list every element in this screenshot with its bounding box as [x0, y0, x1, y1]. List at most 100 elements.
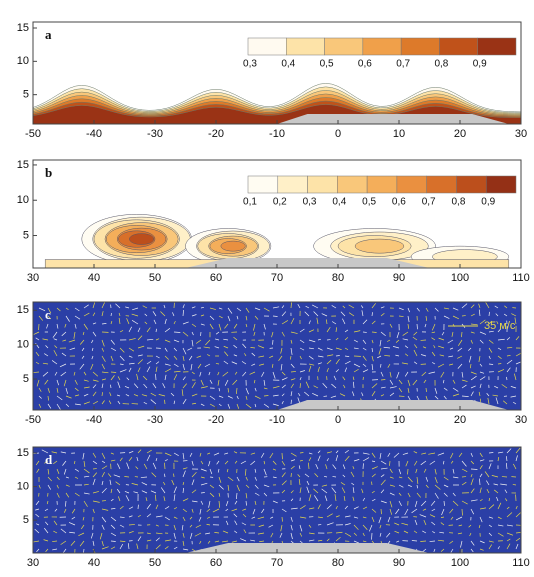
wind-vector	[137, 359, 143, 365]
wind-vector	[407, 492, 411, 498]
wind-vector	[407, 307, 410, 313]
wind-vector	[298, 478, 301, 486]
wind-vector	[488, 347, 493, 353]
wind-vector	[407, 315, 410, 323]
wind-vector	[378, 516, 382, 524]
wind-vector	[324, 495, 328, 502]
wind-vector	[59, 363, 67, 368]
wind-vector	[56, 492, 60, 498]
wind-vector	[479, 383, 482, 389]
wind-vector	[224, 323, 229, 329]
x-tick-label: 60	[210, 272, 222, 284]
wind-vector	[383, 346, 391, 349]
wind-vector	[479, 507, 487, 510]
wind-vector	[254, 476, 257, 481]
wind-vector	[281, 480, 287, 486]
wind-vector	[128, 515, 133, 518]
wind-vector	[461, 395, 469, 397]
wind-vector	[233, 344, 238, 349]
wind-vector	[200, 314, 205, 317]
wind-vector	[331, 487, 337, 494]
wind-vector	[182, 508, 187, 513]
wind-vector	[263, 460, 266, 465]
wind-vector	[63, 468, 67, 475]
wind-vector	[90, 532, 94, 539]
wind-vector	[332, 476, 337, 478]
wind-vector	[335, 450, 339, 454]
wind-vector	[308, 355, 314, 360]
wind-vector	[227, 387, 229, 393]
x-tick-label: 10	[393, 128, 405, 140]
wind-vector	[191, 460, 194, 466]
wind-vector	[101, 508, 109, 511]
wind-vector	[335, 327, 338, 333]
wind-vector	[182, 470, 186, 478]
colorbar-label: 0,5	[362, 197, 376, 208]
wind-vector	[515, 336, 520, 341]
wind-vector	[209, 379, 213, 384]
wind-vector	[137, 449, 142, 454]
wind-vector	[434, 387, 438, 394]
wind-vector	[92, 460, 98, 465]
wind-vector	[207, 452, 211, 455]
wind-vector	[155, 457, 158, 462]
wind-vector	[83, 371, 87, 376]
wind-vector	[515, 532, 521, 534]
wind-vector	[209, 307, 216, 310]
wind-vector	[497, 546, 500, 550]
wind-vector	[200, 403, 205, 406]
wind-vector	[504, 489, 508, 494]
wind-vector	[342, 376, 346, 381]
wind-vector	[65, 315, 70, 322]
wind-vector	[443, 387, 448, 391]
wind-vector	[421, 452, 427, 455]
wind-vector	[506, 337, 511, 341]
x-tick-label: 100	[451, 557, 469, 569]
wind-vector	[190, 363, 193, 371]
wind-vector	[353, 347, 359, 350]
wind-vector	[299, 459, 304, 462]
wind-vector	[195, 339, 202, 344]
wind-vector	[443, 315, 450, 319]
wind-vector	[414, 460, 418, 466]
wind-vector	[488, 497, 491, 502]
wind-vector	[331, 383, 337, 389]
wind-vector	[326, 538, 330, 542]
wind-vector	[173, 452, 179, 457]
wind-vector	[155, 504, 159, 510]
wind-vector	[125, 495, 130, 502]
wind-vector	[234, 520, 238, 526]
wind-vector	[126, 318, 130, 325]
x-tick-label: 40	[88, 557, 100, 569]
wind-vector	[504, 305, 508, 309]
wind-vector	[199, 452, 202, 457]
wind-vector	[415, 468, 418, 474]
wind-vector	[461, 303, 468, 309]
wind-vector	[209, 403, 215, 407]
wind-vector	[452, 476, 459, 479]
wind-vector	[35, 508, 40, 511]
wind-vector	[140, 476, 148, 478]
wind-vector	[503, 313, 508, 317]
y-tick-label: 10	[17, 480, 29, 492]
y-tick-label: 5	[23, 89, 29, 101]
wind-vector	[497, 456, 500, 462]
wind-vector	[510, 386, 517, 389]
wind-vector	[398, 468, 402, 475]
wind-vector	[90, 363, 94, 370]
colorbar-box	[426, 175, 457, 194]
wind-vector	[389, 386, 397, 389]
wind-vector	[488, 532, 493, 537]
wind-vector	[164, 339, 171, 343]
wind-vector	[200, 482, 208, 486]
wind-vector	[83, 304, 89, 309]
wind-vector	[218, 307, 223, 310]
wind-vector	[362, 524, 368, 530]
wind-vector	[506, 355, 511, 357]
wind-vector	[326, 327, 331, 333]
x-tick-label: -50	[25, 414, 41, 426]
wind-vector	[208, 371, 211, 376]
colorbar-box	[277, 175, 308, 194]
wind-vector	[448, 355, 454, 358]
wind-vector	[326, 513, 333, 518]
